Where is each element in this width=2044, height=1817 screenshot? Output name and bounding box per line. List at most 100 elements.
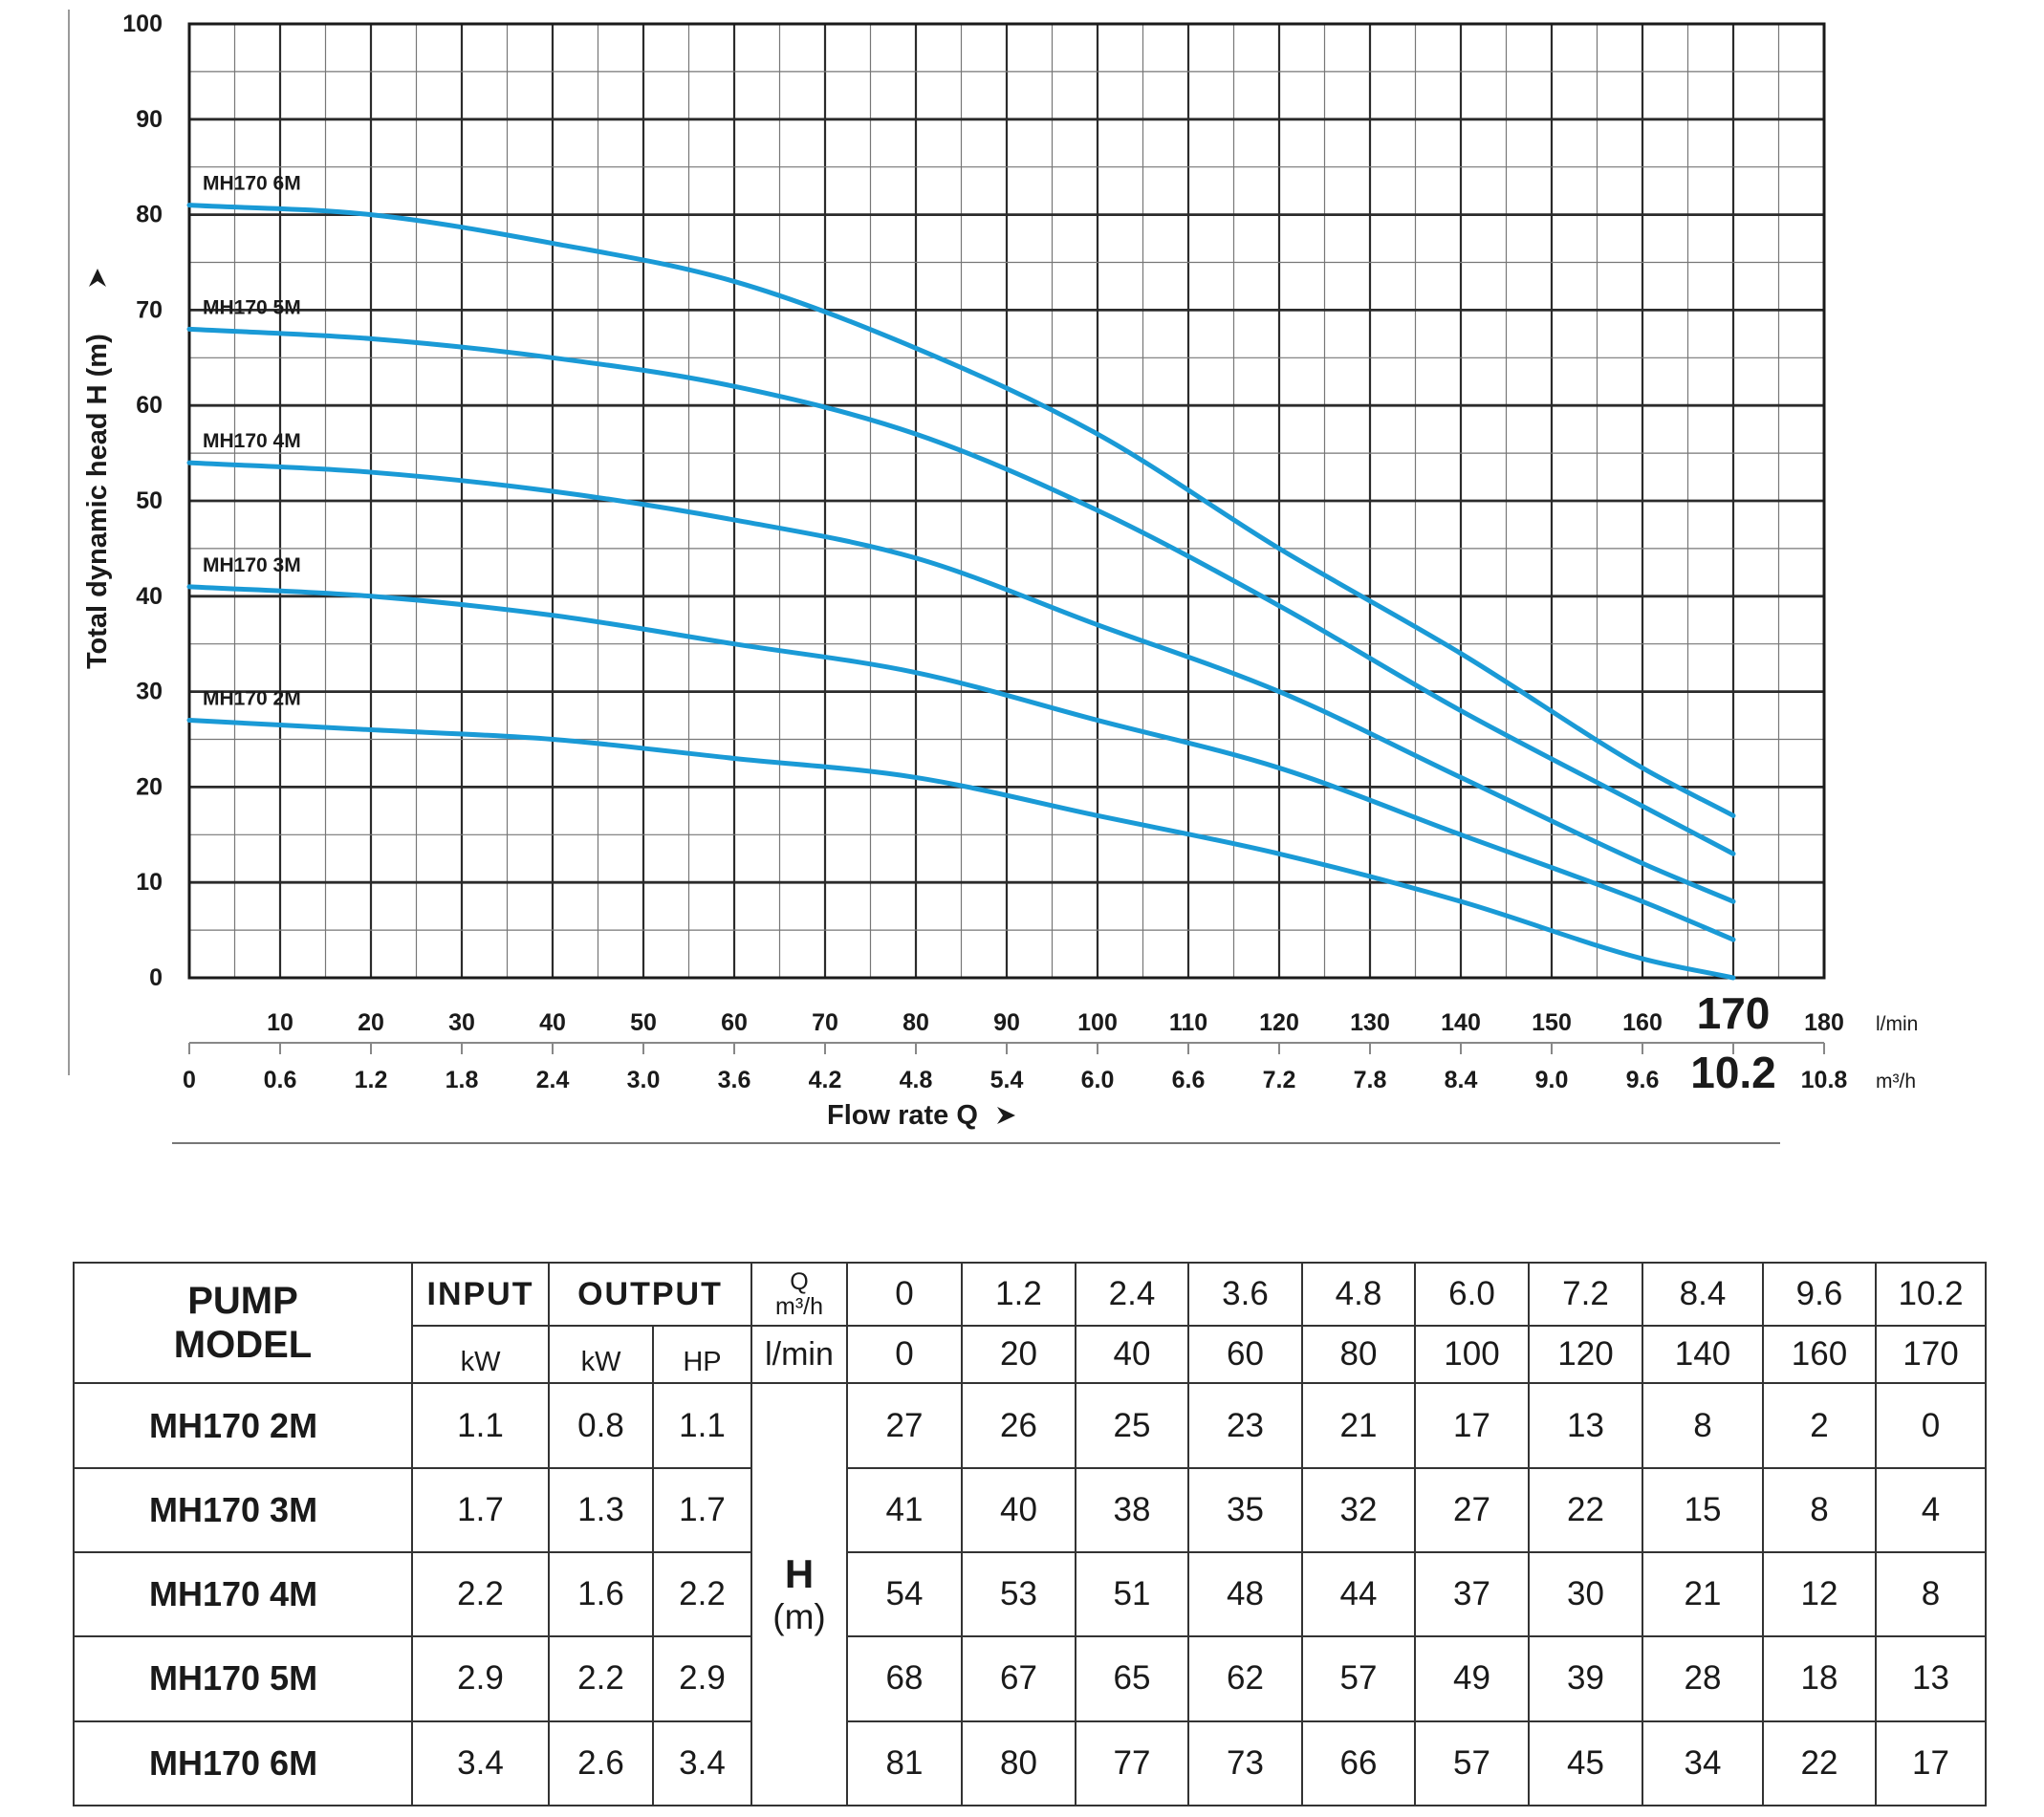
x-tick-label-m3h: 1.8 (446, 1067, 479, 1093)
x-tick-label-lmin: 60 (721, 1009, 748, 1036)
model-cell: MH170 2M (73, 1382, 413, 1469)
head-value-cell: 35 (1187, 1466, 1303, 1554)
input-kw-cell: 1.1 (411, 1382, 550, 1469)
output-kw-cell: 2.6 (548, 1720, 654, 1807)
head-value-cell: 13 (1875, 1635, 1987, 1722)
series-label: MH170 2M (203, 688, 301, 710)
x-tick-label-m3h: 5.4 (990, 1067, 1024, 1093)
x-tick-label-lmin: 150 (1532, 1009, 1572, 1036)
series-line (186, 460, 1736, 904)
head-value-cell: 22 (1762, 1720, 1877, 1807)
x-tick-label-m3h: 9.6 (1626, 1067, 1660, 1093)
y-axis-ticks: 0 10 20 30 40 50 60 70 80 90 100 (122, 11, 163, 991)
head-value-cell: 77 (1075, 1720, 1189, 1807)
head-value-cell: 44 (1301, 1551, 1416, 1638)
q-lmin-cell: 80 (1301, 1325, 1416, 1385)
head-value-cell: 0 (1875, 1382, 1987, 1469)
x-tick-label-lmin: 80 (902, 1009, 929, 1036)
q-m3h-cell: 6.0 (1414, 1261, 1530, 1328)
output-hp-cell: 3.4 (652, 1720, 752, 1807)
x-axis-title: Flow rate Q (827, 1100, 978, 1131)
q-lmin-cell: 120 (1528, 1325, 1643, 1385)
x-unit-lmin: l/min (1876, 1013, 1918, 1035)
input-kw-cell: 2.9 (411, 1635, 550, 1722)
y-tick-label: 90 (136, 106, 163, 133)
series-line (186, 718, 1736, 981)
head-value-cell: 66 (1301, 1720, 1416, 1807)
y-tick-label: 30 (136, 679, 163, 705)
input-header: INPUT (411, 1261, 550, 1328)
head-value-cell: 22 (1528, 1466, 1643, 1554)
series-line (186, 326, 1736, 856)
q-m3h-cell: 8.4 (1642, 1261, 1764, 1328)
x-tick-label-lmin: 110 (1169, 1009, 1207, 1036)
head-value-cell: 15 (1642, 1466, 1764, 1554)
pump-model-header: PUMP MODEL (73, 1261, 413, 1385)
head-value-cell: 18 (1762, 1635, 1877, 1722)
head-value-cell: 80 (961, 1720, 1076, 1807)
x-unit-m3h: m³/h (1876, 1071, 1916, 1092)
q-m3h-cell: 0 (846, 1261, 963, 1328)
q-m3h-cell: 9.6 (1762, 1261, 1877, 1328)
output-hp-cell: 2.9 (652, 1635, 752, 1722)
head-value-cell: 67 (961, 1635, 1076, 1722)
output-hp-cell: 1.1 (652, 1382, 752, 1469)
head-value-cell: 21 (1642, 1551, 1764, 1638)
x-tick-label-m3h: 3.0 (627, 1067, 661, 1093)
table-row: MH170 2M 1.1 0.8 1.1 H (m) 27 26 25 23 2… (73, 1382, 1987, 1806)
head-value-cell: 49 (1414, 1635, 1530, 1722)
series-label: MH170 3M (203, 554, 301, 576)
head-value-cell: 2 (1762, 1382, 1877, 1469)
x-tick-label-m3h: 9.0 (1535, 1067, 1569, 1093)
output-hp-cell: 2.2 (652, 1551, 752, 1638)
y-tick-label: 100 (122, 11, 163, 37)
q-lmin-cell: 60 (1187, 1325, 1303, 1385)
table-row: MH170 4M 2.2 1.6 2.2 54 53 51 48 44 37 3… (73, 1551, 1987, 1638)
output-kw-cell: 1.3 (548, 1466, 654, 1554)
model-cell: MH170 6M (73, 1720, 413, 1807)
head-value-cell: 25 (1075, 1382, 1189, 1469)
q-lmin-cell: 0 (846, 1325, 963, 1385)
lmin-label: l/min (750, 1325, 848, 1385)
x-tick-label-lmin: 140 (1441, 1009, 1481, 1036)
head-value-cell: 13 (1528, 1382, 1643, 1469)
x-tick-label-lmin: 10 (267, 1009, 294, 1036)
x-tick-label-lmin: 50 (630, 1009, 657, 1036)
head-value-cell: 73 (1187, 1720, 1303, 1807)
x-tick-label-m3h: 7.2 (1263, 1067, 1296, 1093)
x-tick-label-m3h: 8.4 (1445, 1067, 1478, 1093)
output-hp-unit: HP (652, 1325, 752, 1385)
performance-chart: 0 10 20 30 40 50 60 70 80 90 100 10 20 30 40 50 60 70 80 9… (68, 10, 1918, 1144)
y-tick-label: 60 (136, 392, 163, 419)
y-tick-label: 10 (136, 869, 163, 896)
x-axis-ticks-lmin: 10 20 30 40 50 60 70 80 90 100 110 120 130 140 150 160 1… (267, 988, 1844, 1038)
head-value-cell: 40 (961, 1466, 1076, 1554)
q-header: Q m³/h (750, 1261, 848, 1328)
table-row: MH170 6M 3.4 2.6 3.4 81 80 77 73 66 57 4… (73, 1720, 1987, 1807)
head-value-cell: 34 (1642, 1720, 1764, 1807)
head-value-cell: 41 (846, 1466, 963, 1554)
pump-data-table: PUMP MODEL INPUT OUTPUT Q m³/h 0 1.2 2.4… (73, 1261, 1987, 1807)
head-value-cell: 8 (1875, 1551, 1987, 1638)
x-tick-label-m3h: 4.2 (809, 1067, 842, 1093)
head-value-cell: 30 (1528, 1551, 1643, 1638)
q-lmin-cell: 20 (961, 1325, 1076, 1385)
table-header-row-1: PUMP MODEL INPUT OUTPUT Q m³/h 0 1.2 2.4… (73, 1261, 1987, 1385)
head-value-cell: 39 (1528, 1635, 1643, 1722)
series-labels: MH170 6M MH170 5M MH170 4M MH170 3M MH170 2M (203, 173, 301, 710)
x-axis-arrow-icon (997, 1107, 1015, 1124)
head-value-cell: 62 (1187, 1635, 1303, 1722)
x-tick-label-lmin: 40 (539, 1009, 566, 1036)
y-tick-label: 70 (136, 296, 163, 323)
q-lmin-cell: 160 (1762, 1325, 1877, 1385)
x-tick-label-lmin: 170 (1697, 988, 1771, 1038)
curves (186, 203, 1736, 981)
head-value-cell: 8 (1642, 1382, 1764, 1469)
x-tick-label-m3h: 6.6 (1172, 1067, 1206, 1093)
x-tick-label-m3h: 1.2 (355, 1067, 388, 1093)
x-tick-label-lmin: 160 (1622, 1009, 1663, 1036)
series-line (186, 203, 1736, 818)
head-value-cell: 81 (846, 1720, 963, 1807)
series-label: MH170 6M (203, 173, 301, 195)
head-value-cell: 38 (1075, 1466, 1189, 1554)
